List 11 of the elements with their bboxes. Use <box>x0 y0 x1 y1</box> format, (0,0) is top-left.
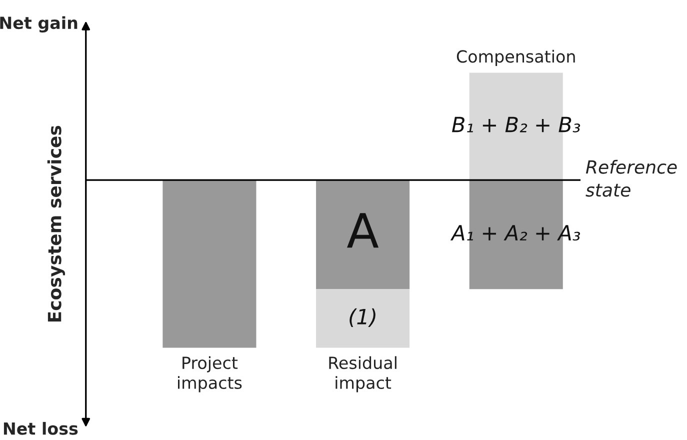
annotation: A₁ + A₂ + A₃ <box>450 225 580 241</box>
text: Net gain <box>0 16 78 32</box>
x-tick-label: Compensation <box>456 50 575 66</box>
annotation: B₁ + B₂ + B₃ <box>452 116 580 132</box>
annotation: (1) <box>350 308 376 327</box>
x-tick-label: Project impacts <box>178 356 242 392</box>
annotation: A <box>347 213 379 248</box>
x-tick-label: Residual impact <box>329 356 396 392</box>
ref-line-label: Reference state <box>586 160 677 197</box>
y-axis-title: Ecosystem services <box>47 126 66 322</box>
text: Net loss <box>4 422 78 435</box>
